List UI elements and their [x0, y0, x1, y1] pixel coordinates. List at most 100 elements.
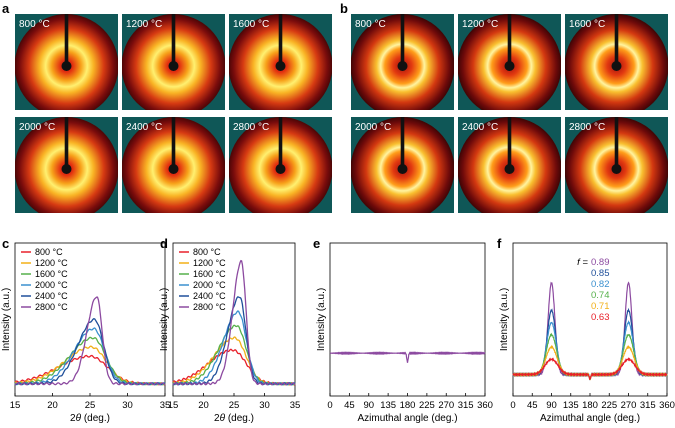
x-tick-label: 0: [327, 400, 332, 411]
x-tick-label: 30: [122, 400, 133, 411]
saxs-tile-a-1: 1200 °C: [122, 14, 225, 110]
series-line-5: [512, 356, 668, 381]
x-tick-label: 90: [546, 400, 557, 411]
saxs-tile-a-5: 2800 °C: [229, 117, 332, 213]
x-tick-label: 45: [527, 400, 538, 411]
legend-entry: 800 °C: [193, 247, 221, 257]
legend-entry: 2000 °C: [193, 280, 226, 290]
panel-label-e: e: [313, 236, 320, 251]
series-line: [329, 351, 486, 363]
series-line-2: [512, 320, 668, 380]
x-axis-label: 2θ (deg.): [214, 413, 254, 424]
legend-entry: 2400 °C: [35, 291, 68, 301]
x-tick-label: 225: [601, 400, 617, 411]
temperature-label: 2400 °C: [462, 122, 498, 133]
beam-stop: [168, 164, 179, 174]
x-tick-label: 45: [344, 400, 355, 411]
plot-f: f 0 45 90 135 180 225 270 315 360 Intensity (a.u.)…: [497, 236, 675, 424]
temperature-label: 2000 °C: [355, 122, 391, 133]
x-tick-label: 20: [198, 400, 209, 411]
plot-panels: c 15 20 25 30 35 Intensity (a.u.) 2θ (deg.) 800 …: [1, 236, 675, 424]
x-tick-label: 15: [168, 400, 179, 411]
x-tick-label: 315: [458, 400, 474, 411]
beam-stop: [611, 61, 622, 71]
legend-entry: 2000 °C: [35, 280, 68, 290]
saxs-tile-a-0: 800 °C: [15, 14, 118, 110]
temperature-label: 2400 °C: [126, 122, 162, 133]
beam-stop-arm: [64, 14, 69, 66]
y-axis-label: Intensity (a.u.): [1, 288, 12, 351]
beam-stop: [504, 61, 515, 71]
series-line-1: [172, 336, 296, 386]
legend-entry: 1200 °C: [35, 258, 68, 268]
temperature-label: 1600 °C: [233, 19, 269, 30]
legend-entry: 1600 °C: [35, 269, 68, 279]
x-tick-label: 225: [419, 400, 435, 411]
saxs-tile-a-4: 2400 °C: [122, 117, 225, 213]
beam-stop: [397, 61, 408, 71]
legend-entry: 1600 °C: [193, 269, 226, 279]
plot-c: c 15 20 25 30 35 Intensity (a.u.) 2θ (deg.) 800 …: [1, 236, 170, 424]
x-tick-label: 180: [582, 400, 598, 411]
beam-stop-arm: [507, 117, 512, 169]
legend-entry: 0.74: [591, 290, 610, 301]
temperature-label: 1200 °C: [126, 19, 162, 30]
series-line-0: [512, 281, 668, 381]
axes-frame: [329, 242, 486, 397]
beam-stop-arm: [614, 117, 619, 169]
beam-stop: [275, 61, 286, 71]
legend-entry: 800 °C: [35, 247, 63, 257]
temperature-label: 2000 °C: [19, 122, 55, 133]
temperature-label: 2800 °C: [569, 122, 605, 133]
axes-frame: [172, 242, 296, 397]
saxs-tile-b-1: 1200 °C: [458, 14, 561, 110]
saxs-tile-b-5: 2800 °C: [565, 117, 668, 213]
saxs-tile-a-2: 1600 °C: [229, 14, 332, 110]
legend-entry: 2800 °C: [35, 302, 68, 312]
legend-entry: 0.89: [591, 257, 610, 268]
x-tick-label: 35: [160, 400, 171, 411]
beam-stop-arm: [400, 117, 405, 169]
temperature-label: 1600 °C: [569, 19, 605, 30]
saxs-tile-b-0: 800 °C: [351, 14, 454, 110]
x-tick-label: 270: [621, 400, 637, 411]
y-axis-label: Intensity (a.u.): [316, 288, 327, 351]
legend-entry: 0.85: [591, 268, 610, 279]
beam-stop-arm: [278, 117, 283, 169]
beam-stop-arm: [400, 14, 405, 66]
x-tick-label: 360: [477, 400, 493, 411]
beam-stop-arm: [278, 14, 283, 66]
x-tick-label: 135: [563, 400, 579, 411]
legend-entry: 2400 °C: [193, 291, 226, 301]
x-tick-label: 25: [85, 400, 96, 411]
series-line-3: [172, 310, 296, 386]
beam-stop-arm: [614, 14, 619, 66]
legend-entry: 0.82: [591, 279, 610, 290]
x-tick-label: 0: [510, 400, 515, 411]
x-tick-label: 35: [290, 400, 301, 411]
series-line-5: [172, 259, 296, 386]
legend-entry: 0.71: [591, 301, 610, 312]
y-axis-label: Intensity (a.u.): [499, 288, 510, 351]
beam-stop: [61, 61, 72, 71]
beam-stop: [504, 164, 515, 174]
beam-stop-arm: [171, 117, 176, 169]
beam-stop: [61, 164, 72, 174]
x-tick-label: 30: [259, 400, 270, 411]
x-axis-label: Azimuthal angle (deg.): [540, 413, 640, 424]
saxs-tile-a-3: 2000 °C: [15, 117, 118, 213]
x-tick-label: 15: [10, 400, 21, 411]
beam-stop-arm: [507, 14, 512, 66]
plot-e: e 0 45 90 135 180 225 270 315 360 Intensity (a.u.)…: [313, 236, 493, 424]
legend-entry: 1200 °C: [193, 258, 226, 268]
beam-stop: [275, 164, 286, 174]
saxs-tile-b-2: 1600 °C: [565, 14, 668, 110]
temperature-label: 1200 °C: [462, 19, 498, 30]
temperature-label: 800 °C: [19, 19, 50, 30]
panel-label-f: f: [497, 236, 502, 251]
x-tick-label: 315: [640, 400, 656, 411]
beam-stop: [611, 164, 622, 174]
x-tick-label: 25: [229, 400, 240, 411]
panel-label-c: c: [2, 236, 9, 251]
